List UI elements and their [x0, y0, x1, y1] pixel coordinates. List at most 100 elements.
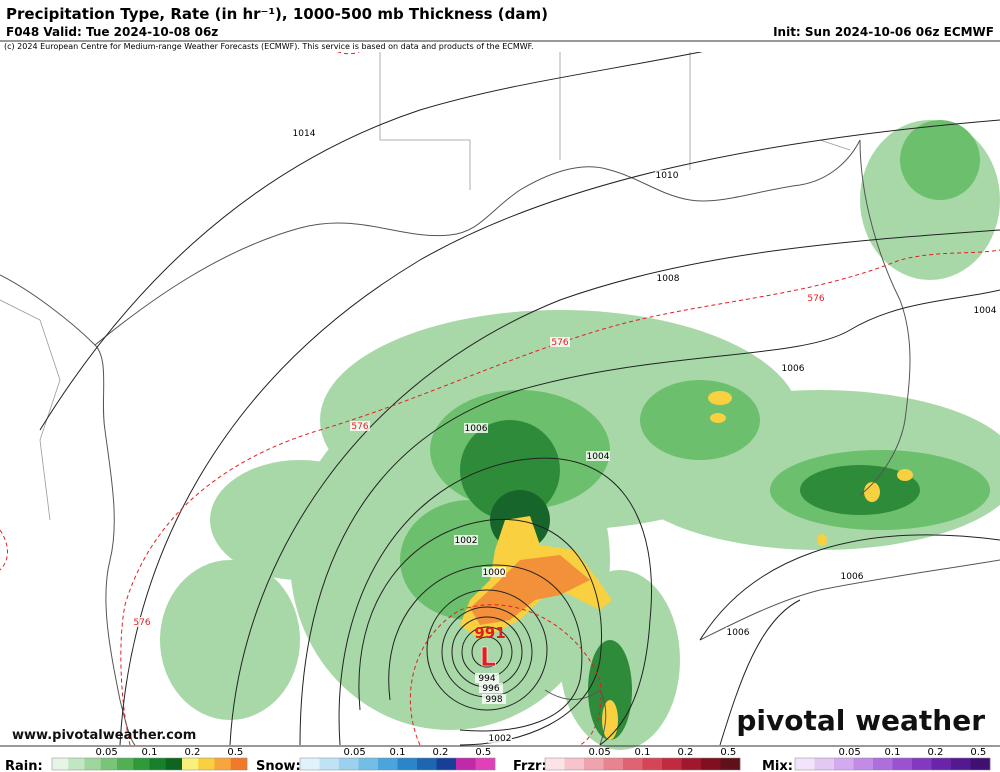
isobar-label-bg	[475, 673, 499, 683]
legend-swatch	[165, 758, 183, 770]
legend-tick: 0.05	[343, 747, 365, 758]
isobar-label: 1010	[656, 171, 679, 181]
legend-swatch	[475, 758, 496, 770]
isobar-label-bg	[454, 535, 478, 545]
legend-swatch	[584, 758, 604, 770]
legend-swatch	[456, 758, 476, 770]
legend-tick: 0.2	[677, 747, 693, 758]
isobar-label: 1004	[974, 306, 997, 316]
isobar-label-bg	[656, 273, 680, 283]
labels: Precipitation Type, Rate (in hr⁻¹), 1000…	[0, 0, 1000, 744]
legend-tick: 0.5	[970, 747, 986, 758]
legend-swatch	[378, 758, 398, 770]
low-pressure: 991	[474, 624, 505, 642]
legend-swatch	[701, 758, 721, 770]
legend-swatch	[319, 758, 340, 770]
legend-swatch	[300, 758, 320, 770]
isobar-label: 994	[478, 674, 495, 684]
isobar-label: 1006	[727, 628, 750, 638]
legend-swatch	[339, 758, 359, 770]
legend-tick: 0.5	[227, 747, 243, 758]
isobar-label: 1002	[455, 536, 478, 546]
legend-tick: 0.1	[390, 747, 406, 758]
legend-swatch	[149, 758, 167, 770]
thickness-label: 576	[351, 422, 368, 432]
valid-time: F048 Valid: Tue 2024-10-08 06z	[6, 25, 218, 39]
thickness-label: 576	[133, 618, 150, 628]
geography	[0, 40, 1000, 746]
isobar-label-bg	[482, 694, 506, 704]
legend-label: Rain:	[5, 759, 43, 772]
isobar-label: 1004	[587, 452, 610, 462]
legend-swatch	[230, 758, 248, 770]
isobar-label-bg	[973, 305, 997, 315]
legend-tick: 0.1	[635, 747, 651, 758]
legend-tick: 0.2	[184, 747, 200, 758]
legend-label: Snow:	[256, 759, 301, 772]
legend-frame	[794, 757, 991, 771]
isobar-label-bg	[586, 451, 610, 461]
isobar-label: 1006	[841, 572, 864, 582]
isobar-label: 1002	[489, 734, 512, 744]
legend-swatch	[545, 758, 565, 770]
legend-swatch	[133, 758, 150, 770]
legend-swatch	[436, 758, 457, 770]
legend-swatch	[642, 758, 663, 770]
legend-swatch	[198, 758, 215, 770]
legend-swatch	[68, 758, 85, 770]
thickness-label: 576	[551, 338, 568, 348]
thickness-label-bg	[350, 421, 370, 431]
legend-swatch	[358, 758, 379, 770]
legend-swatch	[853, 758, 874, 770]
legend-swatch	[912, 758, 932, 770]
thickness-label-bg	[132, 617, 152, 627]
legend-swatch	[214, 758, 232, 770]
isobar-label: 1014	[293, 129, 316, 139]
isobar-label-bg	[655, 170, 679, 180]
isobar-label-bg	[479, 683, 503, 693]
isobar-label-bg	[726, 627, 750, 637]
legend-swatch	[564, 758, 585, 770]
legend-swatch	[52, 758, 69, 770]
isobars	[39, 39, 1000, 746]
low-symbol: L	[480, 643, 497, 673]
legend-swatch	[603, 758, 624, 770]
legend-swatch	[970, 758, 991, 770]
brand: pivotal weather	[736, 704, 985, 737]
isobar-label: 1008	[657, 274, 680, 284]
legend-tick: 0.2	[432, 747, 448, 758]
isobar-label: 1006	[465, 424, 488, 434]
isobar-label-bg	[482, 567, 506, 577]
isobar-label-bg	[488, 733, 512, 743]
isobar-label: 1000	[483, 568, 506, 578]
isobar-label: 998	[485, 695, 502, 705]
isobar-label-bg	[292, 128, 316, 138]
legend-frame	[544, 757, 741, 771]
legend-swatch	[100, 758, 118, 770]
legend-swatch	[814, 758, 835, 770]
legend-swatch	[931, 758, 952, 770]
isobar-label: 1006	[782, 364, 805, 374]
isobar-label-bg	[840, 571, 864, 581]
title: Precipitation Type, Rate (in hr⁻¹), 1000…	[6, 5, 548, 23]
legend-swatch	[892, 758, 913, 770]
legend-tick: 0.2	[927, 747, 943, 758]
legend-tick: 0.05	[95, 747, 117, 758]
legend-tick: 0.05	[588, 747, 610, 758]
legend-tick: 0.5	[720, 747, 736, 758]
copyright: (c) 2024 European Centre for Medium-rang…	[4, 42, 534, 51]
header-bg	[0, 0, 1000, 52]
isobar-label: 996	[482, 684, 499, 694]
legend-swatch	[117, 758, 134, 770]
legend-swatch	[834, 758, 854, 770]
legend-swatch	[623, 758, 643, 770]
legend-swatch	[417, 758, 437, 770]
legend-swatch	[84, 758, 102, 770]
legend-tick: 0.1	[885, 747, 901, 758]
legend-label: Mix:	[762, 759, 793, 772]
isobar-label-bg	[781, 363, 805, 373]
legend-swatch	[681, 758, 702, 770]
legend-tick: 0.1	[142, 747, 158, 758]
legend-swatch	[662, 758, 682, 770]
